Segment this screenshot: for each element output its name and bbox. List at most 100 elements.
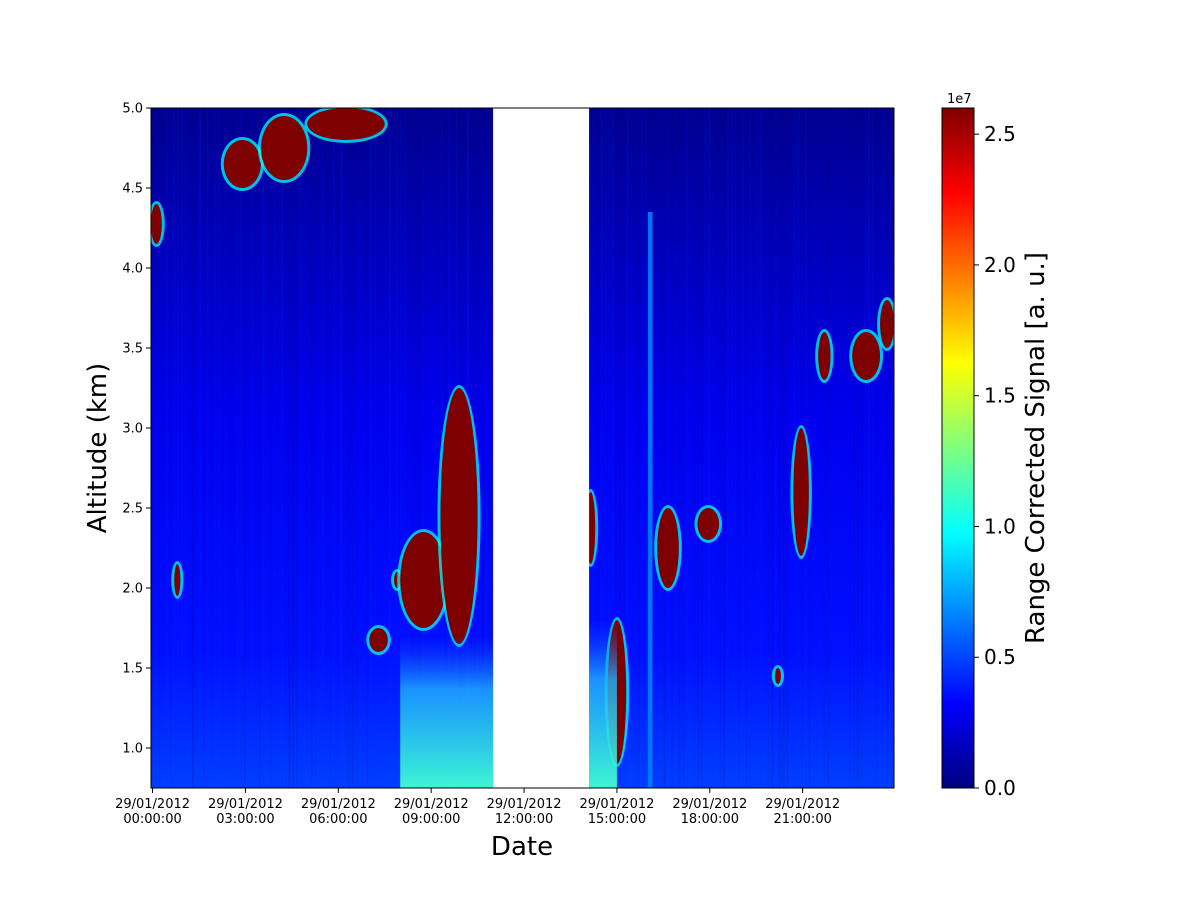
signal-streak (734, 108, 737, 788)
signal-streak (180, 108, 183, 788)
x-tick-date: 29/01/2012 (672, 797, 747, 812)
x-tick-date: 29/01/2012 (487, 797, 562, 812)
signal-streak (835, 108, 837, 788)
signal-streak (756, 108, 759, 788)
signal-streak (377, 108, 380, 788)
signal-streak (222, 108, 224, 788)
plume (647, 212, 653, 788)
x-tick-time: 12:00:00 (495, 812, 553, 827)
colorbar-tick-label: 2.5 (984, 122, 1016, 146)
cloud (440, 388, 478, 644)
heatmap-image (151, 108, 894, 788)
signal-streak (890, 108, 892, 788)
x-tick-label: 29/01/2012 09:00:00 (394, 797, 469, 827)
signal-streak (262, 108, 265, 788)
signal-streak (820, 108, 822, 788)
signal-streak (700, 108, 703, 788)
colorbar-gradient (941, 107, 975, 789)
y-tick-label: 1.0 (122, 742, 143, 757)
signal-streak (846, 108, 848, 788)
signal-streak (856, 108, 859, 788)
x-tick-date: 29/01/2012 (301, 797, 376, 812)
cloud (151, 204, 162, 244)
signal-streak (593, 108, 596, 788)
cloud (174, 564, 181, 596)
signal-streak (411, 108, 414, 788)
signal-streak (630, 108, 632, 788)
signal-streak (173, 108, 176, 788)
signal-streak (849, 108, 852, 788)
signal-streak (675, 108, 677, 788)
signal-streak (764, 108, 766, 788)
signal-streak (281, 108, 284, 788)
signal-streak (867, 108, 870, 788)
signal-streak (359, 108, 361, 788)
signal-streak (871, 108, 874, 788)
signal-streak (660, 108, 662, 788)
colorbar: 1e7 0.0 0.5 1.0 1.5 2.0 2.5 Range Corrected S… (941, 92, 1051, 800)
signal-streak (210, 108, 212, 788)
signal-streak (373, 108, 376, 788)
signal-streak (188, 108, 190, 788)
signal-streak (760, 108, 763, 788)
signal-streak (685, 108, 688, 788)
x-tick-time: 21:00:00 (773, 812, 831, 827)
signal-streak (697, 108, 700, 788)
x-tick-label: 29/01/2012 00:00:00 (115, 797, 190, 827)
x-tick-date: 29/01/2012 (765, 797, 840, 812)
signal-streak (399, 108, 402, 788)
signal-streak (767, 108, 770, 788)
signal-streak (690, 108, 692, 788)
signal-streak (786, 108, 789, 788)
colorbar-tick-label: 1.5 (984, 384, 1016, 408)
colorbar-ticks: 0.0 0.5 1.0 1.5 2.0 2.5 (974, 122, 1016, 800)
cloud (223, 140, 261, 188)
signal-streak (418, 108, 421, 788)
y-tick-label: 3.0 (122, 422, 143, 437)
colorbar-tick-label: 2.0 (984, 253, 1016, 277)
x-tick-time: 18:00:00 (681, 812, 739, 827)
plot-frame (150, 107, 895, 789)
signal-streak (158, 108, 161, 788)
signal-streak (611, 108, 614, 788)
x-tick-label: 29/01/2012 12:00:00 (487, 797, 562, 827)
signal-streak (355, 108, 358, 788)
signal-streak (381, 108, 383, 788)
signal-streak (842, 108, 844, 788)
signal-streak (370, 108, 373, 788)
signal-streak (782, 108, 785, 788)
signal-streak (392, 108, 394, 788)
signal-streak (269, 108, 272, 788)
signal-streak (196, 108, 198, 788)
signal-streak (879, 108, 881, 788)
signal-streak (716, 108, 718, 788)
signal-streak (886, 108, 889, 788)
y-tick-label: 2.5 (122, 502, 143, 517)
cloud (774, 668, 782, 684)
colorbar-tick-label: 0.0 (984, 776, 1016, 800)
signal-streak (634, 108, 636, 788)
y-tick-label: 5.0 (122, 102, 143, 117)
signal-streak (667, 108, 670, 788)
signal-streak (366, 108, 369, 788)
signal-streak (243, 108, 246, 788)
signal-streak (485, 108, 488, 788)
signal-streak (403, 108, 406, 788)
signal-streak (303, 108, 306, 788)
signal-streak (645, 108, 648, 788)
aerosol-layer (589, 620, 617, 788)
y-tick-label: 2.0 (122, 582, 143, 597)
signal-streak (719, 108, 722, 788)
signal-streak (326, 108, 328, 788)
signal-streak (860, 108, 863, 788)
cloud (852, 332, 881, 380)
signal-streak (753, 108, 755, 788)
signal-streak (808, 108, 811, 788)
signal-streak (344, 108, 346, 788)
signal-streak (414, 108, 417, 788)
signal-streak (318, 108, 320, 788)
no-data-gap (493, 108, 590, 788)
signal-streak (217, 108, 220, 788)
